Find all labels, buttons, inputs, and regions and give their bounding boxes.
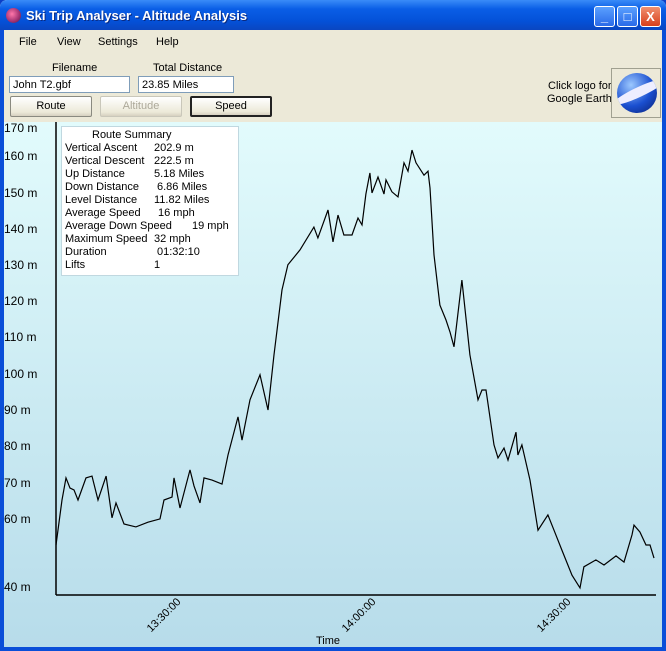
summary-value: 6.86 Miles <box>157 181 208 193</box>
menu-settings[interactable]: Settings <box>98 36 138 48</box>
summary-label: Lifts <box>65 259 86 271</box>
menu-help[interactable]: Help <box>156 36 179 48</box>
summary-label: Maximum Speed <box>65 233 148 245</box>
summary-value: 19 mph <box>192 220 229 232</box>
summary-value: 01:32:10 <box>157 246 200 258</box>
filename-label: Filename <box>52 62 98 74</box>
y-tick-label: 120 m <box>4 294 38 308</box>
close-button[interactable]: X <box>640 6 661 27</box>
maximize-button[interactable]: □ <box>617 6 638 27</box>
google-earth-hint-line1: Click logo for <box>548 80 612 92</box>
y-tick-label: 140 m <box>4 222 38 236</box>
google-earth-hint-line2: Google Earth <box>547 93 612 105</box>
route-summary-panel: Route Summary Vertical Ascent 202.9 m Vert… <box>61 126 239 276</box>
title-bar[interactable]: Ski Trip Analyser - Altitude Analysis _ … <box>0 0 666 30</box>
summary-value: 5.18 Miles <box>154 168 205 180</box>
summary-label: Average Speed <box>65 207 141 219</box>
y-tick-label: 150 m <box>4 186 38 200</box>
route-summary-title: Route Summary <box>92 129 172 141</box>
total-distance-field[interactable]: 23.85 Miles <box>138 76 234 93</box>
summary-label: Vertical Ascent <box>65 142 138 154</box>
window-border-bottom <box>0 647 666 651</box>
y-tick-label: 80 m <box>4 439 31 453</box>
altitude-button: Altitude <box>100 96 182 117</box>
y-tick-label: 100 m <box>4 367 38 381</box>
y-tick-label: 40 m <box>4 580 31 594</box>
summary-value: 222.5 m <box>154 155 194 167</box>
filename-field[interactable]: John T2.gbf <box>9 76 130 93</box>
summary-value: 1 <box>154 259 161 271</box>
window-border-right <box>662 30 666 651</box>
y-tick-label: 70 m <box>4 476 31 490</box>
google-earth-logo-icon <box>617 73 657 113</box>
minimize-button[interactable]: _ <box>594 6 615 27</box>
route-button[interactable]: Route <box>10 96 92 117</box>
window-title: Ski Trip Analyser - Altitude Analysis <box>26 8 248 23</box>
summary-label: Down Distance <box>65 181 139 193</box>
summary-label: Up Distance <box>65 168 125 180</box>
summary-label: Level Distance <box>65 194 138 206</box>
y-tick-label: 90 m <box>4 403 31 417</box>
y-tick-label: 110 m <box>4 330 37 344</box>
speed-button[interactable]: Speed <box>190 96 272 117</box>
summary-label: Duration <box>65 246 107 258</box>
google-earth-button[interactable] <box>611 68 661 118</box>
summary-label: Average Down Speed <box>65 220 172 232</box>
menu-file[interactable]: File <box>19 36 37 48</box>
app-icon <box>6 8 21 23</box>
y-tick-label: 160 m <box>4 149 38 163</box>
y-tick-label: 130 m <box>4 258 38 272</box>
summary-value: 32 mph <box>154 233 191 245</box>
summary-value: 11.82 Miles <box>154 194 210 206</box>
summary-value: 16 mph <box>158 207 195 219</box>
menu-view[interactable]: View <box>57 36 81 48</box>
window-border-left <box>0 30 4 651</box>
x-axis-title: Time <box>316 635 341 647</box>
y-tick-label: 170 m <box>4 121 38 135</box>
y-tick-label: 60 m <box>4 512 31 526</box>
summary-label: Vertical Descent <box>65 155 145 167</box>
altitude-series-line <box>55 149 655 590</box>
total-distance-label: Total Distance <box>153 62 223 74</box>
summary-value: 202.9 m <box>154 142 194 154</box>
